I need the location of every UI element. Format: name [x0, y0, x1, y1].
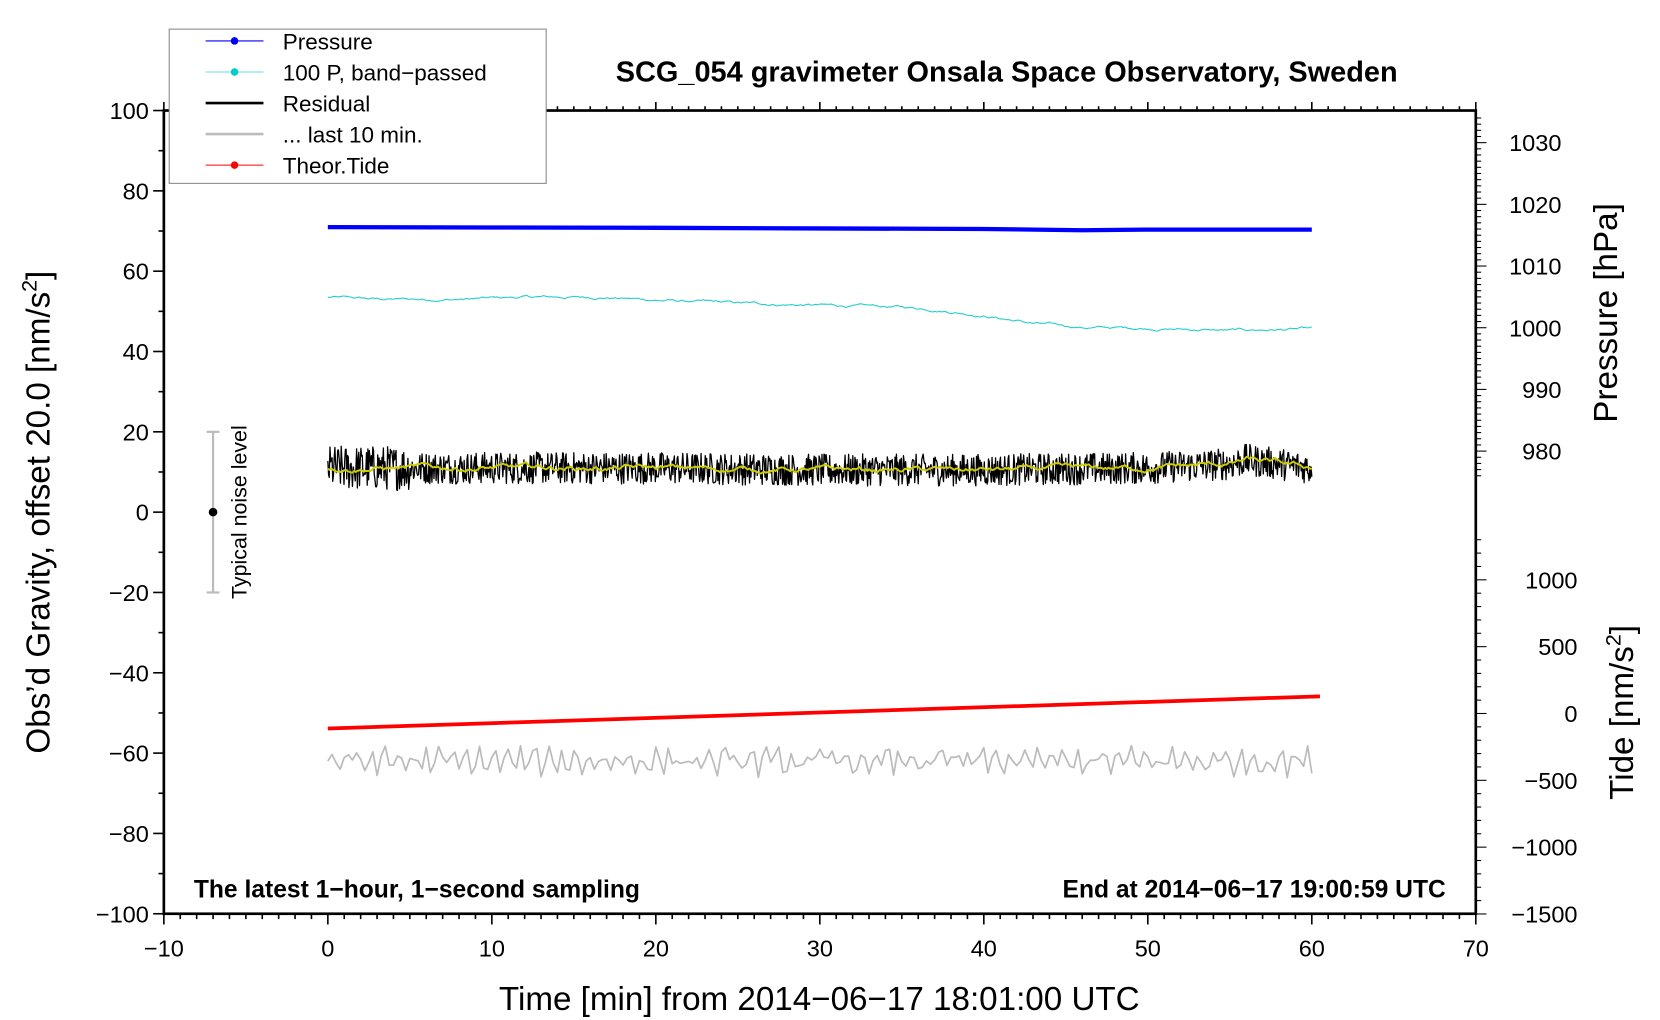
series-residual-smoothed: [327, 455, 1313, 475]
pressure-tick-label: 990: [1522, 377, 1561, 403]
noise-level-label: Typical noise level: [227, 425, 251, 599]
y-tick-label: 40: [123, 339, 149, 365]
x-tick-label: 0: [321, 936, 334, 962]
legend-label: Pressure: [283, 29, 373, 54]
tide-tick-label: 1000: [1525, 567, 1577, 593]
legend-label: Theor.Tide: [283, 154, 390, 179]
y-axis-label: Obs’d Gravity, offset 20.0 [nm/s2]: [17, 271, 57, 754]
noise-bar-center-dot: [208, 507, 218, 517]
legend-label: ... last 10 min.: [283, 123, 423, 148]
tide-tick-label: 0: [1564, 701, 1577, 727]
series-layer: [327, 225, 1321, 779]
y-tick-label: 0: [136, 500, 149, 526]
series-last-10-min: [327, 744, 1313, 779]
tide-tick-label: −1500: [1511, 902, 1577, 928]
y-tick-label: −20: [109, 580, 149, 606]
pressure-tick-label: 1000: [1509, 315, 1561, 341]
legend-label: Residual: [283, 92, 371, 117]
y-tick-label: −80: [109, 821, 149, 847]
legend-swatch-dot: [230, 68, 239, 76]
legend-swatch-dot: [230, 37, 239, 45]
legend-entry: ... last 10 min.: [205, 123, 423, 148]
y-tick-label: 20: [123, 419, 149, 445]
legend-swatch-dot: [230, 161, 239, 169]
legend-box: [168, 28, 547, 184]
x-axis-label: Time [min] from 2014−06−17 18:01:00 UTC: [499, 981, 1140, 1018]
legend-label: 100 P, band−passed: [283, 61, 487, 86]
x-tick-label: 30: [807, 936, 833, 962]
y-tick-label: −60: [109, 741, 149, 767]
x-tick-label: 50: [1135, 936, 1161, 962]
pressure-tick-label: 1020: [1509, 192, 1561, 218]
y-tick-label: 80: [123, 178, 149, 204]
series-100-p-band-passed: [327, 294, 1312, 332]
tide-tick-label: 500: [1538, 634, 1577, 660]
pressure-tick-label: 980: [1522, 439, 1561, 465]
x-tick-label: −10: [144, 936, 184, 962]
legend-entry: Residual: [205, 92, 371, 117]
pressure-tick-label: 1010: [1509, 254, 1561, 280]
series-theor-tide: [327, 694, 1321, 731]
y-tick-label: −40: [109, 660, 149, 686]
annotation-end-time: End at 2014−06−17 19:00:59 UTC: [1063, 877, 1446, 904]
series-pressure: [327, 225, 1312, 233]
x-tick-label: 20: [643, 936, 669, 962]
pressure-tick-label: 1030: [1509, 130, 1561, 156]
noise-level-bar: [206, 430, 220, 594]
tide-axis-label: Tide [nm/s2]: [1601, 625, 1641, 800]
legend: Pressure 100 P, band−passed Residual ... la…: [168, 28, 547, 184]
tide-tick-label: −500: [1524, 768, 1577, 794]
legend-entry: Pressure: [205, 29, 373, 54]
legend-entry: Theor.Tide: [205, 154, 390, 179]
y-tick-label: 100: [110, 98, 149, 124]
plot-frame: [162, 109, 1478, 916]
x-tick-label: 40: [971, 936, 997, 962]
x-tick-label: 60: [1299, 936, 1325, 962]
series-residual: [327, 443, 1313, 492]
x-tick-label: 10: [479, 936, 505, 962]
chart-title: SCG_054 gravimeter Onsala Space Observat…: [616, 57, 1398, 89]
y-tick-label: −100: [96, 901, 149, 927]
y-tick-label: 60: [123, 259, 149, 285]
annotation-latest-hour: The latest 1−hour, 1−second sampling: [194, 877, 640, 904]
x-tick-label: 70: [1463, 936, 1489, 962]
pressure-axis-label: Pressure [hPa]: [1588, 203, 1625, 423]
legend-entry: 100 P, band−passed: [205, 61, 487, 86]
axis-ticks: −10 0 10 20 30 40 50 60 70100806040200−20−40−60−…: [96, 98, 1578, 961]
tide-tick-label: −1000: [1511, 835, 1577, 861]
